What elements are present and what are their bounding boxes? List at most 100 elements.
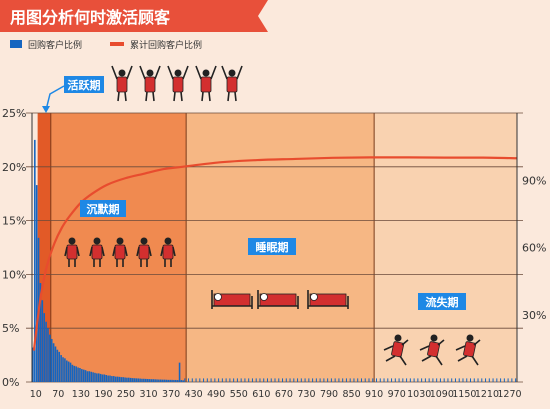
histogram-bar xyxy=(122,377,124,382)
body xyxy=(144,76,156,93)
histogram-bar xyxy=(118,376,121,382)
sleeping-in-bed-icon xyxy=(257,290,299,309)
histogram-bar xyxy=(143,378,145,382)
standing-person-icon xyxy=(64,237,80,267)
frame xyxy=(211,290,253,309)
tail-bar xyxy=(214,378,216,382)
tail-bar xyxy=(507,378,509,382)
tail-bar xyxy=(428,378,430,382)
x-tick-label: 1210 xyxy=(475,389,499,400)
histogram-bar xyxy=(67,361,70,382)
head xyxy=(228,69,236,77)
histogram-bar xyxy=(92,372,94,382)
tail-bar xyxy=(451,378,453,382)
limbs xyxy=(160,246,176,267)
head xyxy=(146,69,154,77)
histogram-bar xyxy=(105,375,108,382)
histogram-bar xyxy=(124,377,126,382)
histogram-bar xyxy=(88,371,91,382)
histogram-bar xyxy=(152,379,155,382)
histogram-bar xyxy=(126,377,128,382)
phase-label-active: 活跃期 xyxy=(68,78,101,92)
tail-bar xyxy=(255,378,257,382)
tail-bar xyxy=(462,378,464,382)
legend-swatch-bars xyxy=(10,40,22,48)
tail-bar xyxy=(409,378,411,382)
histogram-bar xyxy=(79,368,81,382)
tail-bar xyxy=(338,378,340,382)
tail-bar xyxy=(398,378,400,382)
tail-bar xyxy=(454,378,456,382)
sleeping-in-bed-icon xyxy=(307,290,349,309)
x-tick-label: 490 xyxy=(207,389,225,400)
histogram-bar xyxy=(178,362,181,382)
x-tick-label: 730 xyxy=(297,389,315,400)
limbs xyxy=(112,246,128,267)
phase-label-sleep: 睡眠期 xyxy=(256,240,289,254)
tail-bar xyxy=(297,378,299,382)
histogram-bar xyxy=(112,376,115,382)
tail-bar xyxy=(315,378,317,382)
active-arrow xyxy=(45,85,65,111)
tail-bar xyxy=(379,378,381,382)
histogram-bar xyxy=(173,379,175,382)
histogram-bar xyxy=(49,334,51,382)
histogram-bar xyxy=(158,379,160,382)
tail-bar xyxy=(203,378,205,382)
histogram-bar xyxy=(111,376,113,382)
histogram-bar xyxy=(135,378,138,382)
histogram-bar xyxy=(161,379,164,382)
cheering-person-icon xyxy=(167,65,189,102)
histogram-bar xyxy=(58,351,61,382)
histogram-bar xyxy=(131,378,134,382)
tail-bar xyxy=(436,378,438,382)
histogram-bar xyxy=(144,378,147,382)
histogram-bar xyxy=(73,365,76,382)
y-tick-right: 60% xyxy=(522,242,546,255)
histogram-bar xyxy=(120,377,123,382)
tail-bar xyxy=(357,378,359,382)
histogram-bar xyxy=(84,370,87,382)
histogram-bar xyxy=(107,375,109,382)
cumulative-line xyxy=(32,156,518,351)
limbs xyxy=(419,339,445,366)
active-arrow-head xyxy=(42,106,50,113)
phase-label-active-box xyxy=(64,76,104,93)
histogram-bar xyxy=(39,283,42,382)
histogram-bar xyxy=(47,328,49,382)
histogram-bar xyxy=(69,362,72,382)
histogram-bar xyxy=(114,376,117,382)
tail-bar xyxy=(319,378,321,382)
limbs xyxy=(89,246,105,267)
head xyxy=(93,237,101,245)
y-tick-left: 0% xyxy=(2,376,19,389)
body xyxy=(172,76,184,93)
body xyxy=(463,341,477,358)
histogram-bar xyxy=(35,185,38,382)
tail-bar xyxy=(233,378,235,382)
running-person-icon xyxy=(419,334,445,366)
histogram-bar xyxy=(169,379,171,382)
x-tick-label: 610 xyxy=(252,389,270,400)
histogram-bar xyxy=(150,379,153,382)
tail-bar xyxy=(266,378,268,382)
tail-bar xyxy=(218,378,220,382)
pillow xyxy=(260,293,268,301)
tail-bar xyxy=(481,378,483,382)
tail-bar xyxy=(334,378,336,382)
head xyxy=(118,69,126,77)
histogram-bar xyxy=(103,374,106,382)
histogram-bar xyxy=(99,373,102,382)
x-tick-label: 70 xyxy=(52,389,64,400)
head xyxy=(68,237,76,245)
tail-bar xyxy=(372,378,374,382)
tail-bar xyxy=(511,378,513,382)
body xyxy=(114,244,126,260)
histogram-bar xyxy=(133,378,136,382)
histogram-bar xyxy=(128,377,130,382)
histogram-bar xyxy=(54,346,57,382)
limbs xyxy=(167,65,189,102)
x-tick-label: 190 xyxy=(94,389,112,400)
tail-bar xyxy=(376,378,378,382)
histogram-bar xyxy=(77,367,79,382)
